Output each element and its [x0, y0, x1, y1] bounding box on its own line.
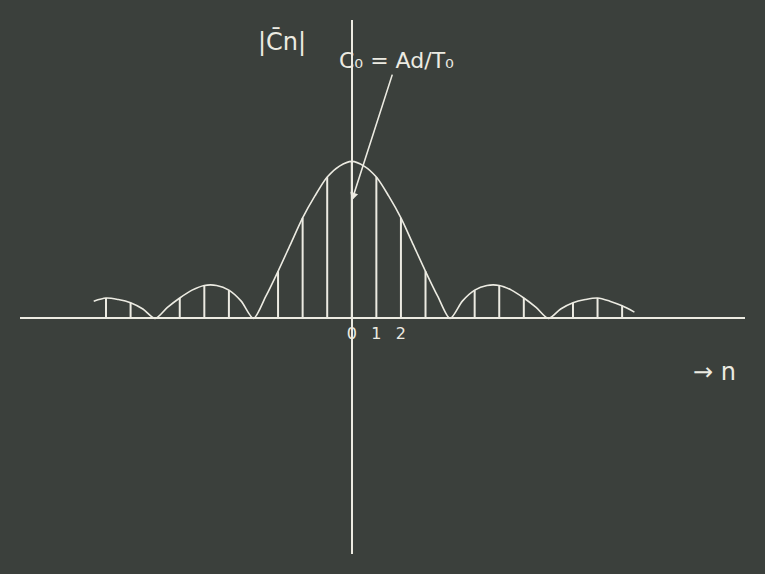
- svg-text:C₀ = Ad/T₀: C₀ = Ad/T₀: [339, 48, 454, 73]
- svg-text:0: 0: [347, 324, 357, 343]
- svg-text:1: 1: [371, 324, 381, 343]
- svg-text:→ n: → n: [693, 358, 736, 386]
- svg-text:2: 2: [396, 324, 406, 343]
- svg-text:|C̄n|: |C̄n|: [258, 27, 306, 56]
